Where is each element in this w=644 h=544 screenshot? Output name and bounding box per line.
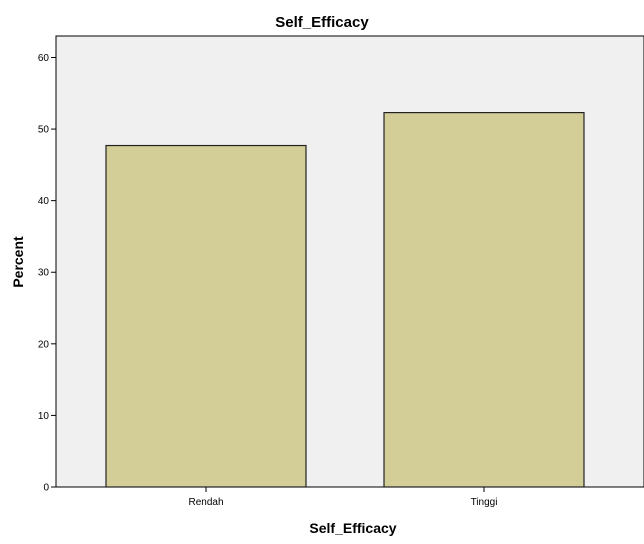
y-tick-label-0: 0 [43,483,49,494]
x-axis-title: Self_Efficacy [309,520,396,536]
y-axis-title: Percent [10,236,26,288]
bars [105,111,585,488]
chart-title: Self_Efficacy [275,14,369,31]
x-axis: Rendah Tinggi [188,487,497,508]
y-tick-label-40: 40 [38,196,50,207]
x-tick-label-tinggi: Tinggi [471,497,498,508]
y-tick-label-50: 50 [38,125,50,136]
bar-rendah [105,144,307,488]
x-tick-label-rendah: Rendah [188,497,223,508]
y-axis: 0 10 20 30 40 50 60 [38,53,56,494]
bar-tinggi [383,111,585,488]
y-tick-label-30: 30 [38,268,50,279]
y-tick-label-20: 20 [38,339,50,350]
y-tick-label-60: 60 [38,53,50,64]
y-tick-label-10: 10 [38,411,50,422]
